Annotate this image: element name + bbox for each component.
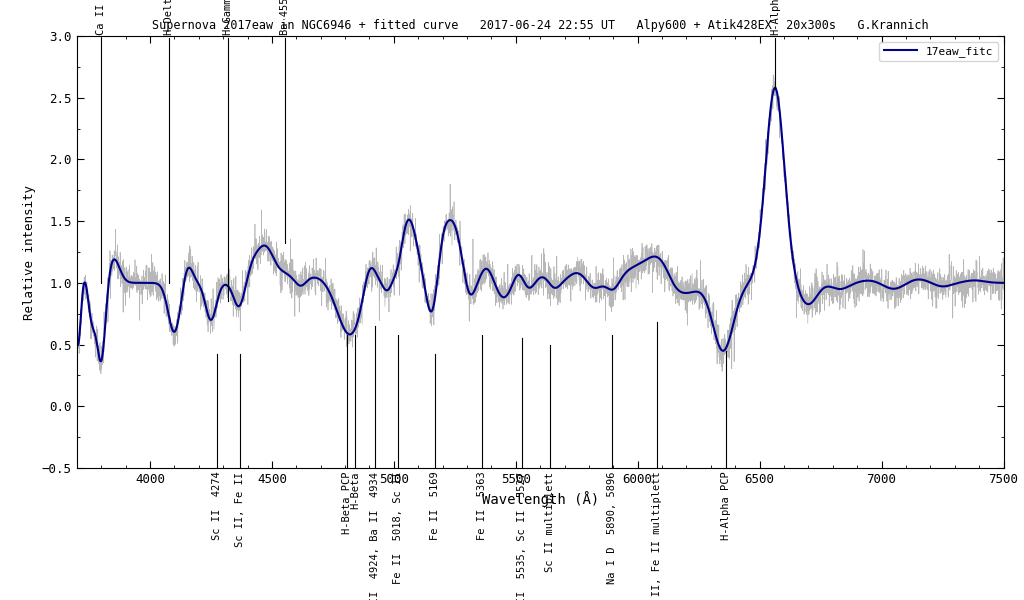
- Text: Fe II  5363: Fe II 5363: [477, 472, 487, 541]
- Text: Fe II  4924, Ba II  4934: Fe II 4924, Ba II 4934: [371, 472, 380, 600]
- Text: H-Alpha: H-Alpha: [770, 0, 780, 35]
- 17eaw_fitc: [762, 127, 774, 134]
- Text: H-Beta: H-Beta: [350, 472, 359, 509]
- Text: Sc II multiplett: Sc II multiplett: [545, 472, 555, 572]
- 17eaw_fitc: [627, 263, 639, 271]
- 17eaw_fitc: [997, 279, 1010, 286]
- Text: H-Alpha PCP: H-Alpha PCP: [721, 472, 730, 541]
- Text: Fe II  5169: Fe II 5169: [430, 472, 440, 541]
- 17eaw_fitc: [71, 338, 83, 345]
- 17eaw_fitc: [240, 284, 252, 292]
- Text: Sc II  4274: Sc II 4274: [212, 472, 222, 541]
- 17eaw_fitc: [94, 358, 106, 365]
- Line: 17eaw_fitc: 17eaw_fitc: [77, 88, 1004, 361]
- Text: Sc II, Fe II: Sc II, Fe II: [236, 472, 245, 547]
- Text: H-Delta, Sr II 4078: H-Delta, Sr II 4078: [164, 0, 174, 35]
- Text: Na I D  5890, 5896: Na I D 5890, 5896: [606, 472, 616, 584]
- Text: Ca II  H & K: Ca II H & K: [96, 0, 106, 35]
- Legend: 17eaw_fitc: 17eaw_fitc: [880, 41, 998, 61]
- Title: Supernova 2017eaw in NGC6946 + fitted curve   2017-06-24 22:55 UT   Alpy600 + At: Supernova 2017eaw in NGC6946 + fitted cu…: [152, 19, 929, 32]
- 17eaw_fitc: [674, 287, 686, 295]
- 17eaw_fitc: [769, 85, 781, 92]
- Text: Sc II, Fe II multiplett: Sc II, Fe II multiplett: [652, 472, 663, 600]
- 17eaw_fitc: [425, 308, 437, 315]
- Text: Fe II  5018, Sc II: Fe II 5018, Sc II: [393, 472, 403, 584]
- Text: H-Gamma, Fe II, Sr II, Sc II: H-Gamma, Fe II, Sr II, Sc II: [223, 0, 233, 35]
- Text: Ba 4554, Fe II, Ti II: Ba 4554, Fe II, Ti II: [281, 0, 290, 35]
- 17eaw_fitc: [833, 286, 845, 293]
- Text: H-Beta PCP: H-Beta PCP: [342, 472, 352, 534]
- X-axis label: Wavelength (Å): Wavelength (Å): [481, 491, 599, 508]
- Text: Fe II  5535, Sc II  5527: Fe II 5535, Sc II 5527: [517, 472, 527, 600]
- Y-axis label: Relative intensity: Relative intensity: [24, 185, 37, 319]
